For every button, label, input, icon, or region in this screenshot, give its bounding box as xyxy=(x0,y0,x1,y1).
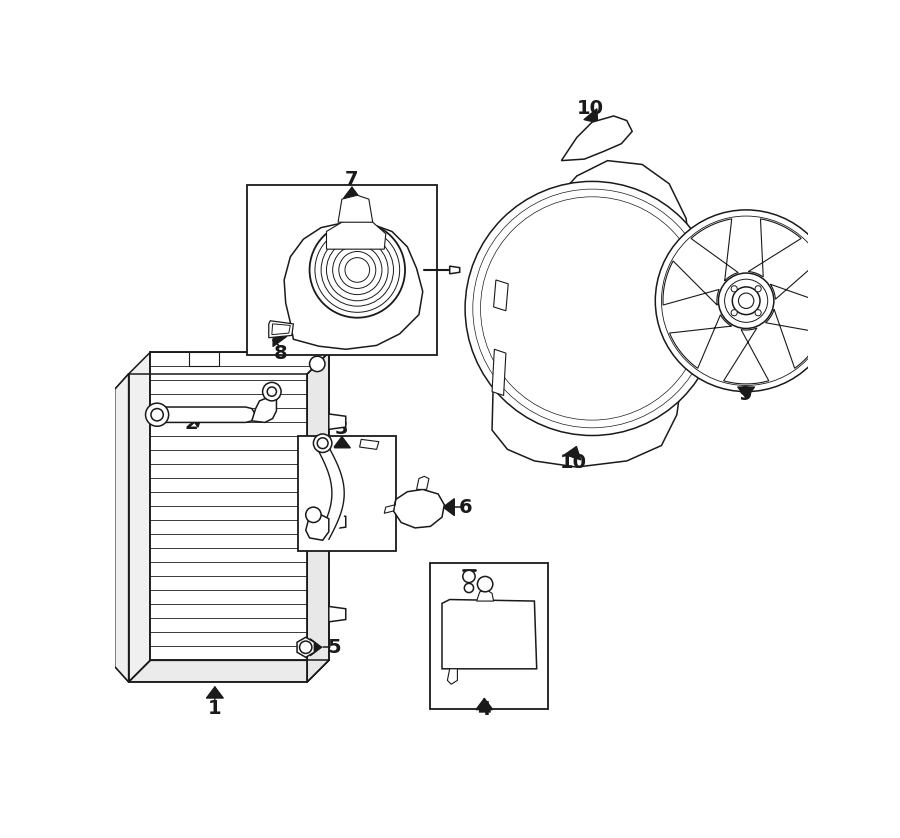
Polygon shape xyxy=(492,349,506,396)
Polygon shape xyxy=(306,515,328,541)
Polygon shape xyxy=(328,607,346,622)
Polygon shape xyxy=(150,352,328,660)
Text: 8: 8 xyxy=(274,344,287,363)
Polygon shape xyxy=(129,660,328,682)
Circle shape xyxy=(306,507,321,523)
Polygon shape xyxy=(417,476,429,489)
Text: 2: 2 xyxy=(184,415,199,433)
Text: 6: 6 xyxy=(458,498,472,516)
Circle shape xyxy=(731,310,737,316)
Polygon shape xyxy=(663,261,719,305)
Polygon shape xyxy=(360,439,379,449)
Polygon shape xyxy=(477,590,493,601)
Polygon shape xyxy=(770,261,829,305)
Circle shape xyxy=(477,577,493,592)
Polygon shape xyxy=(158,407,256,422)
Polygon shape xyxy=(492,161,690,467)
Circle shape xyxy=(755,286,761,292)
Polygon shape xyxy=(252,398,276,422)
Circle shape xyxy=(718,273,774,328)
Polygon shape xyxy=(393,489,445,528)
Polygon shape xyxy=(493,280,508,311)
Polygon shape xyxy=(189,352,220,366)
Polygon shape xyxy=(447,669,457,684)
Circle shape xyxy=(755,310,761,316)
Text: 5: 5 xyxy=(328,638,341,657)
Bar xyxy=(298,436,396,551)
Text: 10: 10 xyxy=(577,99,604,118)
Polygon shape xyxy=(114,374,129,682)
Polygon shape xyxy=(384,499,396,514)
Polygon shape xyxy=(297,637,314,657)
Circle shape xyxy=(733,287,760,314)
Polygon shape xyxy=(670,315,732,369)
Polygon shape xyxy=(562,116,632,161)
Circle shape xyxy=(313,434,332,453)
Circle shape xyxy=(146,403,168,427)
Text: 3: 3 xyxy=(335,419,348,438)
Polygon shape xyxy=(328,514,346,530)
Polygon shape xyxy=(307,352,328,682)
Text: 10: 10 xyxy=(560,453,587,472)
Polygon shape xyxy=(328,414,346,429)
Circle shape xyxy=(655,210,837,391)
Polygon shape xyxy=(327,219,386,249)
Polygon shape xyxy=(724,328,769,384)
Text: 1: 1 xyxy=(208,700,221,718)
Text: 4: 4 xyxy=(478,700,491,719)
Polygon shape xyxy=(691,219,738,281)
Circle shape xyxy=(463,571,475,582)
Polygon shape xyxy=(748,219,801,277)
Circle shape xyxy=(731,286,737,292)
Circle shape xyxy=(465,181,719,436)
Polygon shape xyxy=(727,282,765,320)
Polygon shape xyxy=(269,321,293,338)
Text: 7: 7 xyxy=(346,170,359,189)
Polygon shape xyxy=(272,323,291,334)
Circle shape xyxy=(310,356,325,371)
Bar xyxy=(248,185,436,354)
Text: 9: 9 xyxy=(740,385,753,404)
Polygon shape xyxy=(450,266,460,274)
Polygon shape xyxy=(284,222,423,349)
Bar xyxy=(430,562,548,709)
Circle shape xyxy=(263,382,281,401)
Circle shape xyxy=(310,222,405,318)
Polygon shape xyxy=(766,309,823,368)
Polygon shape xyxy=(338,195,373,222)
Polygon shape xyxy=(129,352,150,682)
Polygon shape xyxy=(442,599,536,669)
